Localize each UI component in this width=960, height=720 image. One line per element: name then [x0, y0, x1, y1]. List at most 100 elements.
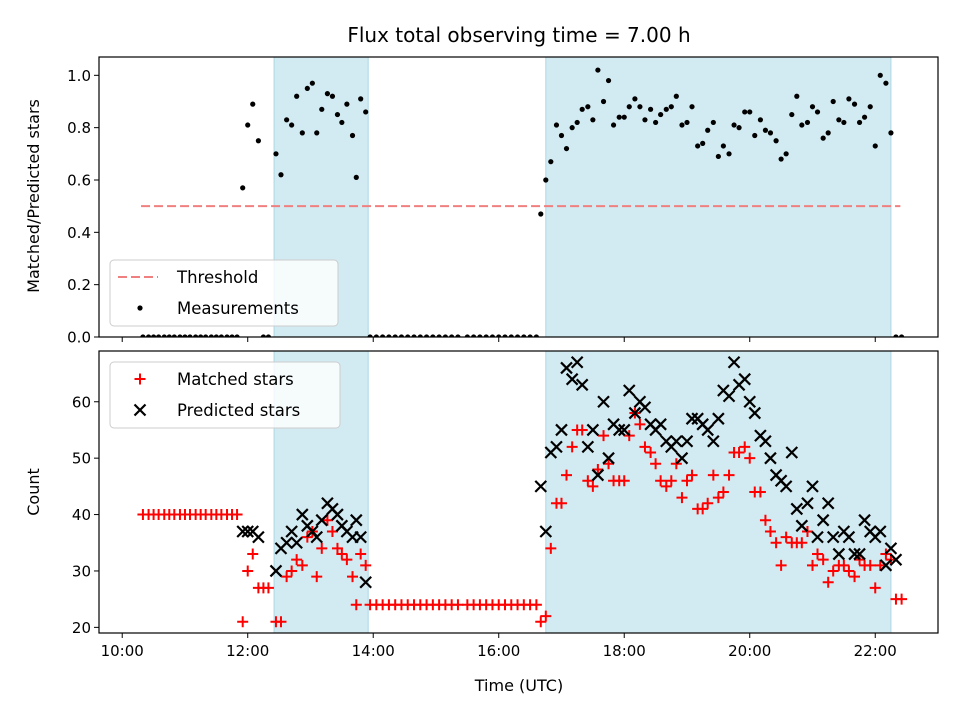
data-point-predicted-stars	[597, 395, 610, 409]
data-point-measurements	[411, 334, 417, 337]
data-point-predicted-stars	[764, 451, 777, 465]
data-point-predicted-stars	[280, 536, 293, 550]
legend-label: Threshold	[176, 268, 258, 287]
data-point-predicted-stars	[685, 412, 699, 425]
data-point-measurements	[579, 106, 585, 112]
data-point-predicted-stars	[575, 378, 589, 392]
data-point-matched-stars	[452, 599, 464, 611]
data-point-measurements	[836, 117, 842, 123]
data-point-measurements	[245, 122, 251, 128]
data-point-measurements	[663, 106, 669, 112]
data-point-measurements	[344, 101, 350, 107]
x-tick-label: 22:00	[854, 642, 897, 660]
data-point-predicted-stars	[879, 559, 893, 572]
y-tick-label: 30	[72, 562, 91, 580]
data-point-matched-stars	[801, 525, 813, 537]
data-point-predicted-stars	[795, 519, 809, 533]
data-point-matched-stars	[237, 616, 249, 628]
data-point-matched-stars	[712, 492, 724, 504]
data-point-measurements	[647, 106, 654, 112]
data-point-measurements	[442, 334, 448, 337]
legend: Matched stars Predicted stars	[109, 361, 341, 429]
data-point-predicted-stars	[534, 480, 548, 493]
data-point-matched-stars	[806, 559, 818, 571]
data-point-matched-stars	[843, 565, 855, 577]
data-point-measurements	[710, 119, 716, 126]
data-point-predicted-stars	[811, 530, 824, 544]
data-point-predicted-stars	[785, 446, 799, 459]
ratio-panel: 0.0 0.2 0.4 0.6 0.8 1.0 Threshold Measurements	[67, 56, 939, 347]
data-point-matched-stars	[754, 486, 766, 498]
data-point-predicted-stars	[790, 502, 804, 516]
data-point-predicted-stars	[806, 480, 819, 493]
data-point-measurements	[600, 98, 607, 105]
data-point-measurements	[367, 334, 373, 337]
legend-box	[109, 361, 341, 429]
data-point-predicted-stars	[252, 530, 265, 544]
data-point-measurements	[329, 93, 336, 99]
data-point-predicted-stars	[354, 530, 367, 544]
data-point-predicted-stars	[359, 575, 372, 589]
data-point-matched-stars	[355, 548, 367, 560]
data-point-measurements	[673, 93, 679, 99]
data-point-predicted-stars	[269, 564, 283, 578]
data-point-matched-stars	[247, 548, 259, 560]
x-axis-label: Time (UTC)	[474, 676, 563, 695]
data-point-measurements	[621, 114, 627, 120]
data-point-measurements	[783, 151, 789, 157]
data-point-predicted-stars	[241, 525, 255, 538]
data-point-predicted-stars	[848, 547, 861, 561]
data-point-matched-stars	[864, 559, 876, 571]
data-point-matched-stars	[896, 593, 908, 605]
data-point-measurements	[888, 130, 894, 136]
data-point-matched-stars	[347, 571, 359, 583]
data-point-measurements	[548, 159, 554, 165]
data-point-measurements	[161, 334, 167, 337]
data-point-measurements	[695, 143, 701, 149]
data-point-predicted-stars	[591, 468, 605, 482]
data-point-matched-stars	[587, 480, 599, 492]
count-panel: 20 30 40 50 60 10:00 12:00 14:00 16:00 18:00 20:00…	[72, 350, 939, 660]
data-point-measurements	[218, 334, 224, 337]
data-point-measurements	[353, 174, 359, 180]
data-point-matched-stars	[598, 430, 610, 442]
data-point-predicted-stars	[296, 508, 309, 521]
data-point-matched-stars	[817, 554, 829, 566]
data-point-measurements	[449, 334, 455, 337]
data-point-measurements	[339, 119, 345, 126]
data-point-measurements	[585, 104, 591, 110]
data-point-measurements	[595, 67, 601, 73]
data-point-measurements	[856, 119, 863, 126]
legend-marker	[134, 373, 146, 385]
data-point-predicted-stars	[858, 513, 871, 527]
data-point-matched-stars	[311, 571, 323, 583]
data-point-matched-stars	[540, 610, 552, 622]
y-tick-label: 50	[72, 450, 91, 468]
data-point-predicted-stars	[570, 356, 584, 369]
data-point-measurements	[820, 135, 826, 141]
y-tick-label: 0.6	[67, 171, 91, 189]
data-point-predicted-stars	[638, 401, 652, 414]
data-point-measurements	[720, 143, 726, 149]
data-point-measurements	[553, 122, 560, 128]
data-point-measurements	[851, 101, 858, 107]
data-point-measurements	[841, 119, 847, 126]
data-point-measurements	[213, 334, 219, 337]
data-point-predicted-stars	[331, 508, 344, 521]
data-point-measurements	[762, 127, 769, 133]
data-point-matched-stars	[316, 542, 328, 554]
data-point-predicted-stars	[873, 525, 887, 538]
data-point-matched-stars	[291, 554, 303, 566]
data-point-matched-stars	[545, 542, 557, 554]
data-point-measurements	[872, 143, 878, 149]
data-point-measurements	[742, 109, 748, 115]
data-point-predicted-stars	[285, 525, 298, 538]
data-point-measurements	[794, 93, 800, 99]
data-point-matched-stars	[566, 441, 578, 453]
data-point-measurements	[877, 72, 883, 78]
data-point-predicted-stars	[842, 530, 856, 544]
data-point-matched-stars	[681, 475, 693, 487]
data-point-measurements	[156, 334, 162, 337]
data-point-measurements	[590, 117, 596, 123]
